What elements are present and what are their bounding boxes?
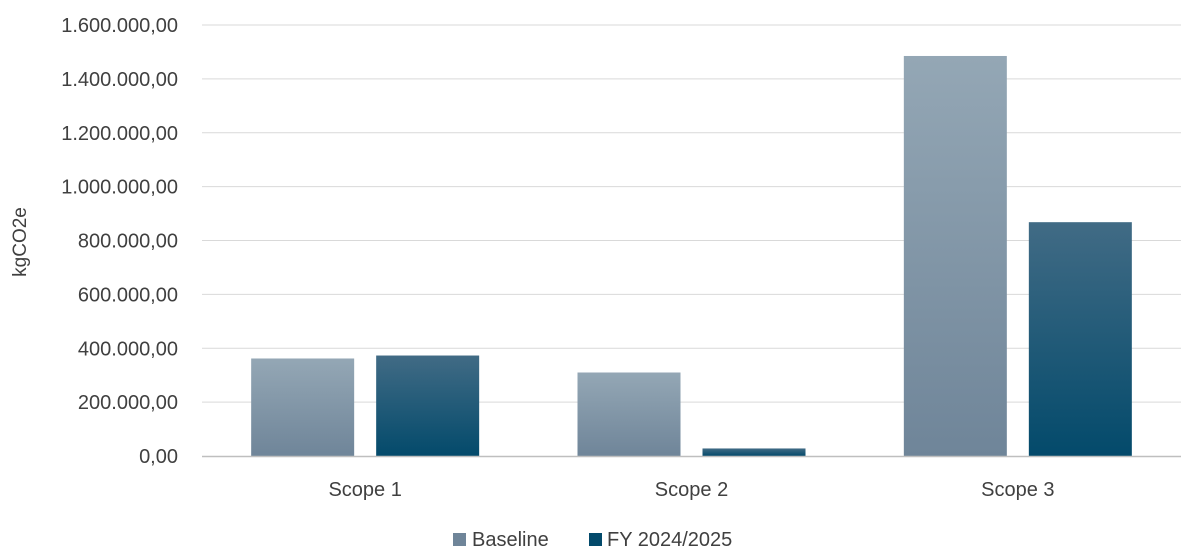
y-tick-label: 0,00 bbox=[139, 446, 178, 468]
y-tick-label: 1.000.000,00 bbox=[61, 177, 178, 199]
bar-fy-2024-2025-scope-2 bbox=[702, 448, 806, 456]
bar-baseline-scope-3 bbox=[903, 55, 1007, 457]
y-tick-label: 800.000,00 bbox=[78, 231, 178, 253]
x-category-label: Scope 2 bbox=[655, 479, 728, 501]
bars bbox=[251, 55, 1132, 457]
y-axis-label: kgCO2e bbox=[10, 207, 31, 277]
x-category-label: Scope 3 bbox=[981, 479, 1054, 501]
legend-swatch bbox=[589, 533, 602, 546]
y-tick-label: 400.000,00 bbox=[78, 338, 178, 360]
y-tick-label: 200.000,00 bbox=[78, 392, 178, 414]
legend-label: Baseline bbox=[472, 529, 549, 547]
category-labels: Scope 1 Scope 2 Scope 3 bbox=[328, 479, 1054, 501]
bar-fy-2024-2025-scope-3 bbox=[1028, 222, 1132, 456]
y-tick-label: 1.200.000,00 bbox=[61, 123, 178, 145]
gridlines bbox=[202, 24, 1181, 403]
y-tick-label: 1.600.000,00 bbox=[61, 15, 178, 37]
bar-baseline-scope-2 bbox=[577, 372, 681, 456]
legend-swatch bbox=[453, 533, 466, 546]
y-tick-label: 1.400.000,00 bbox=[61, 69, 178, 91]
bar-fy-2024-2025-scope-1 bbox=[376, 355, 480, 456]
y-axis-ticks: 0,00 200.000,00 400.000,00 600.000,00 800.00… bbox=[61, 15, 178, 468]
legend: Baseline FY 2024/2025 bbox=[453, 529, 732, 551]
y-tick-label: 600.000,00 bbox=[78, 284, 178, 306]
x-category-label: Scope 1 bbox=[328, 479, 401, 501]
legend-label: FY 2024/2025 bbox=[607, 529, 732, 547]
bar-baseline-scope-1 bbox=[251, 358, 355, 456]
